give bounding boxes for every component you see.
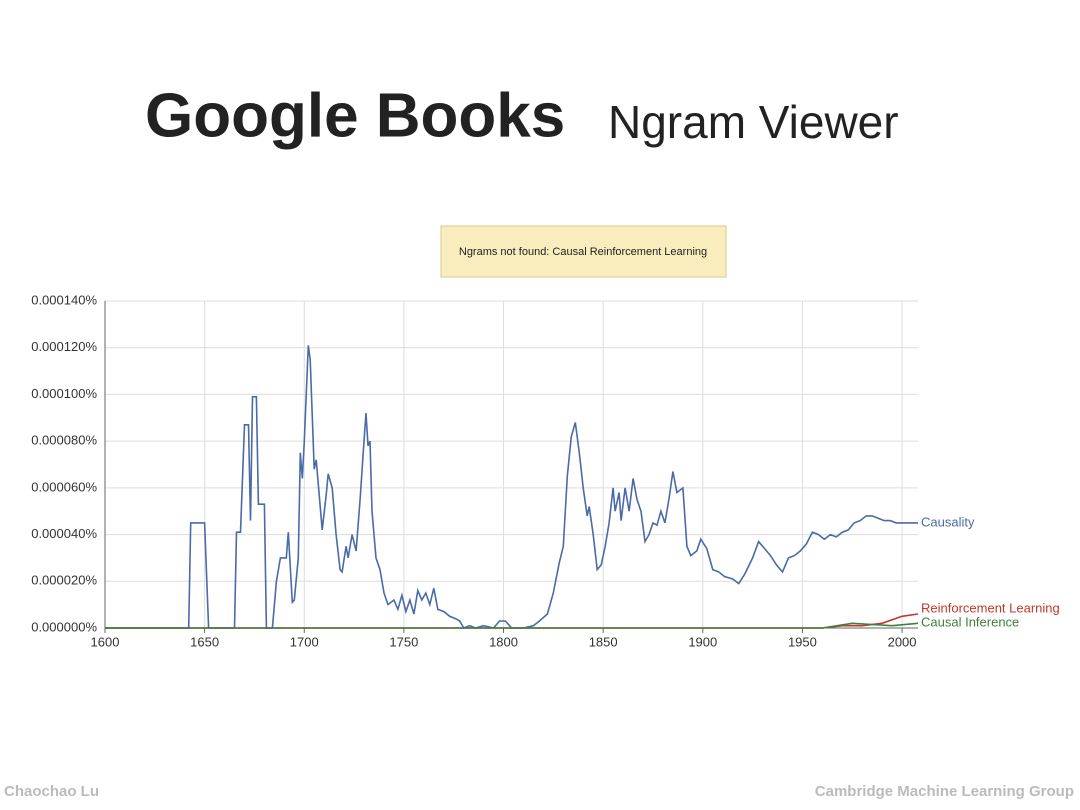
footer-right: Cambridge Machine Learning Group [815, 783, 1074, 800]
y-tick-label: 0.000080% [31, 433, 97, 448]
line-series [105, 613, 919, 629]
series-label: Reinforcement Learning [921, 600, 1060, 615]
x-tick-label: 1950 [788, 634, 817, 649]
notice-box [440, 225, 727, 278]
series-label: Causality [921, 514, 975, 529]
x-tick-label: 1750 [389, 634, 418, 649]
plot: 0.000000% 0.000020% 0.000040% 0.000060% 0.00… [31, 292, 1060, 649]
subtitle: Ngram Viewer [608, 96, 899, 148]
x-tick-label: 1850 [589, 634, 618, 649]
series-label: Causal Inference [921, 614, 1019, 629]
x-tick-label: 1650 [190, 634, 219, 649]
x-tick-label: 1700 [290, 634, 319, 649]
y-tick-label: 0.000040% [31, 526, 97, 541]
y-tick-label: 0.000100% [31, 386, 97, 401]
x-tick-label: 1800 [489, 634, 518, 649]
line-series [105, 345, 918, 629]
line-series [105, 622, 919, 629]
title: Google Books [145, 81, 565, 150]
y-tick-label: 0.000000% [31, 619, 97, 634]
y-tick-label: 0.000060% [31, 479, 97, 494]
notice-text: Ngrams not found: Causal Reinforcement L… [459, 246, 707, 258]
x-tick-label: 1600 [91, 634, 120, 649]
x-tick-label: 1900 [688, 634, 717, 649]
y-tick-label: 0.000020% [31, 573, 97, 588]
footer-left: Chaochao Lu [4, 783, 99, 800]
y-tick-label: 0.000120% [31, 339, 97, 354]
y-tick-label: 0.000140% [31, 292, 97, 307]
x-tick-label: 2000 [888, 634, 917, 649]
